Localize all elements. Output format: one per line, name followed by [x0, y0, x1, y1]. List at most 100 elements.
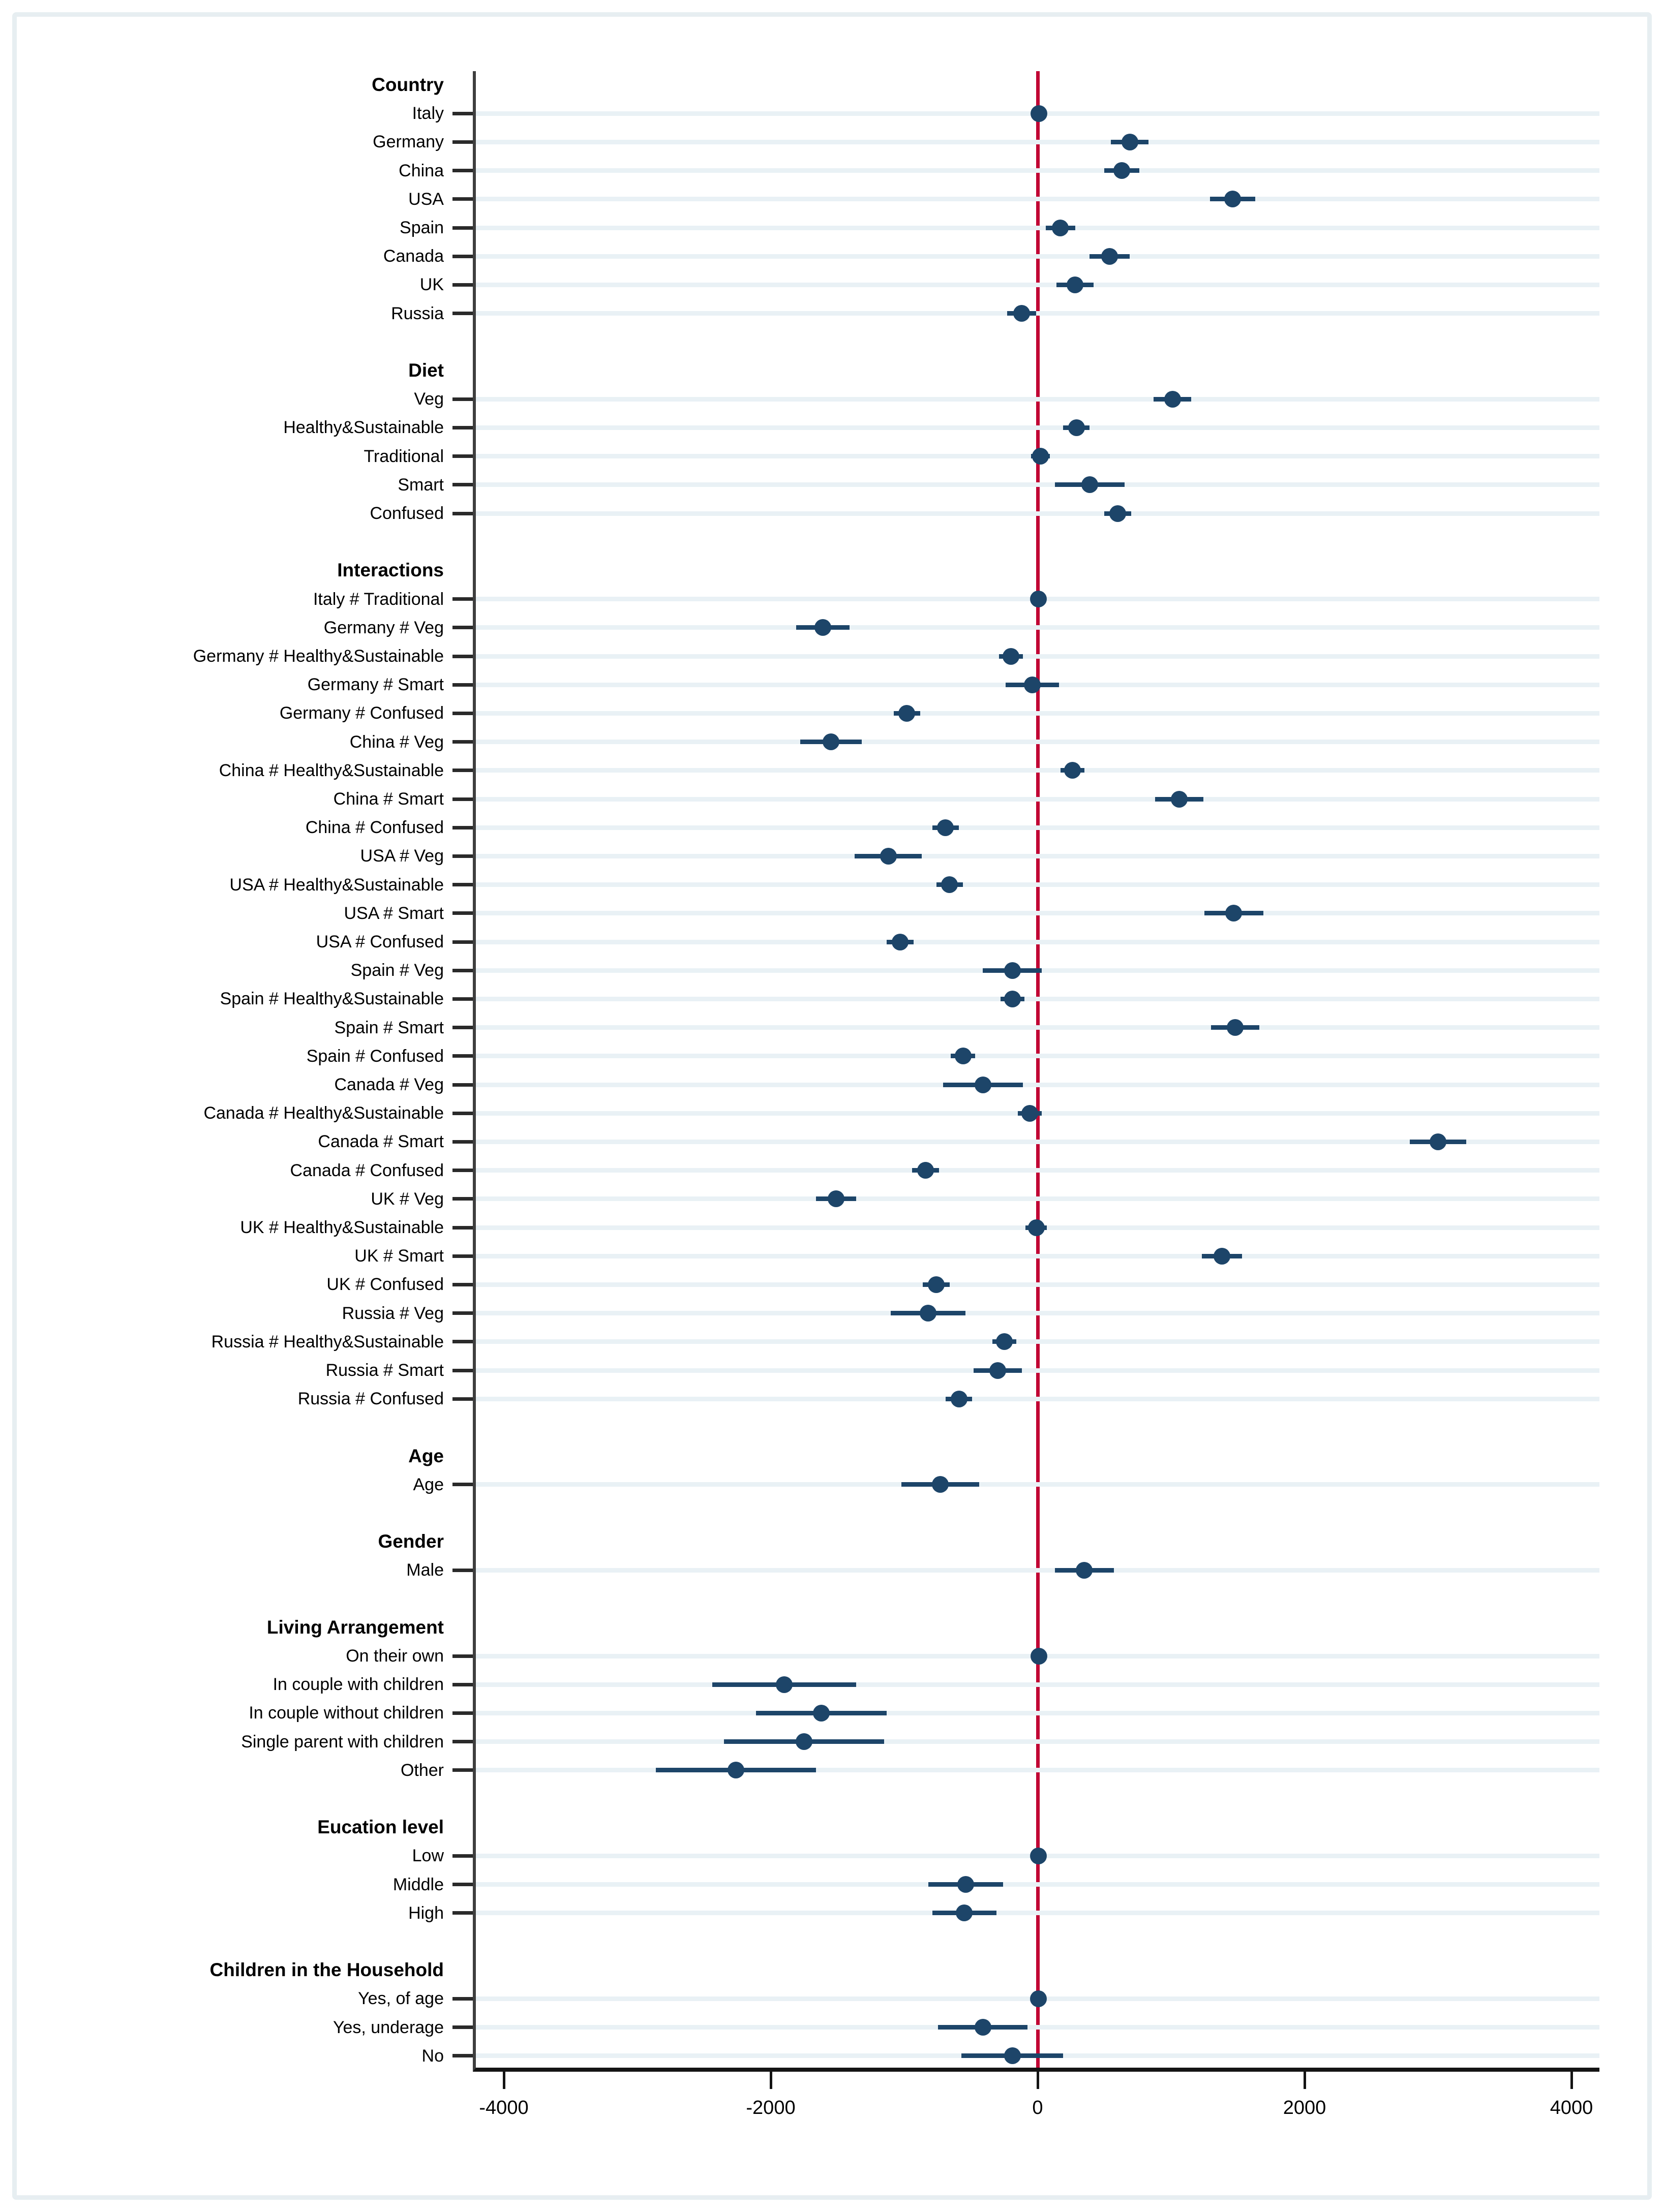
row-label: USA # Healthy&Sustainable: [229, 875, 444, 895]
coef-point: [1013, 305, 1030, 322]
x-tick-label: 0: [1032, 2097, 1043, 2118]
row-tick: [452, 1740, 473, 1744]
coef-point: [1064, 762, 1081, 779]
coef-point: [728, 1762, 745, 1779]
x-tick: [769, 2072, 772, 2089]
row-tick: [452, 1282, 473, 1286]
row-tick: [452, 1083, 473, 1087]
row-label: Yes, of age: [358, 1989, 444, 2009]
coef-point: [880, 847, 897, 865]
grid-stripe: [476, 625, 1599, 630]
row-tick: [452, 425, 473, 429]
row-label: Germany: [373, 132, 444, 152]
row-label: China # Confused: [305, 818, 444, 838]
row-label: In couple with children: [273, 1675, 444, 1695]
row-label: Canada # Smart: [318, 1132, 444, 1152]
row-label: Male: [406, 1560, 444, 1580]
row-label: Other: [400, 1760, 444, 1780]
coef-point: [828, 1190, 845, 1208]
coef-point: [1121, 133, 1138, 150]
row-tick: [452, 1996, 473, 2001]
grid-stripe: [476, 882, 1599, 887]
coef-point: [956, 1904, 973, 1922]
row-label: UK # Veg: [371, 1189, 444, 1209]
coef-point: [937, 819, 954, 836]
coef-point: [1227, 1019, 1244, 1036]
grid-stripe: [476, 740, 1599, 745]
row-label: In couple without children: [249, 1703, 444, 1723]
row-tick: [452, 397, 473, 401]
coef-point: [1030, 591, 1047, 608]
coef-point: [995, 1333, 1013, 1350]
section-header-label: Age: [408, 1445, 444, 1466]
row-tick: [452, 683, 473, 687]
row-tick: [452, 1026, 473, 1030]
row-label: On their own: [346, 1646, 444, 1666]
x-tick: [1303, 2072, 1306, 2089]
coef-point: [931, 1476, 949, 1493]
x-tick: [1036, 2072, 1039, 2089]
row-label: Russia: [391, 303, 444, 323]
coef-point: [1030, 1990, 1047, 2007]
coef-point: [1031, 1647, 1048, 1665]
coef-point: [1024, 676, 1041, 693]
grid-stripe: [476, 1339, 1599, 1344]
coef-point: [989, 1362, 1006, 1379]
row-label: High: [408, 1903, 444, 1923]
row-label: UK: [419, 275, 444, 295]
coef-point: [814, 619, 831, 636]
section-header-label: Children in the Household: [209, 1959, 444, 1981]
row-label: China # Healthy&Sustainable: [219, 760, 444, 780]
row-label: Confused: [370, 504, 444, 523]
row-label: UK # Healthy&Sustainable: [240, 1218, 444, 1237]
row-label: Russia # Confused: [297, 1389, 444, 1409]
row-tick: [452, 1568, 473, 1572]
row-tick: [452, 797, 473, 801]
x-tick-label: -2000: [746, 2097, 796, 2118]
row-tick: [452, 2025, 473, 2030]
row-tick: [452, 312, 473, 316]
row-label: Russia # Smart: [325, 1361, 444, 1380]
coef-point: [1027, 1219, 1045, 1236]
row-label: Italy # Traditional: [313, 589, 444, 609]
row-tick: [452, 1368, 473, 1372]
grid-stripe: [476, 139, 1599, 144]
grid-stripe: [476, 1739, 1599, 1744]
coef-point: [1004, 962, 1021, 979]
coef-point: [1004, 2047, 1021, 2065]
grid-stripe: [476, 1710, 1599, 1715]
row-label: Spain # Veg: [350, 961, 444, 980]
coef-point: [1224, 191, 1241, 208]
coef-point: [974, 2019, 991, 2036]
row-tick: [452, 854, 473, 858]
row-label: Italy: [412, 104, 444, 124]
row-label: Spain # Smart: [334, 1018, 444, 1037]
row-label: Healthy&Sustainable: [283, 418, 444, 438]
grid-stripe: [476, 1768, 1599, 1773]
row-label: Germany # Healthy&Sustainable: [193, 647, 444, 666]
row-label: Single parent with children: [241, 1732, 444, 1752]
coef-point: [957, 1876, 974, 1893]
row-label: China # Veg: [349, 732, 444, 752]
section-header-label: Living Arrangement: [266, 1616, 444, 1638]
coef-point: [1109, 505, 1126, 522]
row-tick: [452, 769, 473, 773]
row-tick: [452, 254, 473, 258]
coef-point: [1031, 105, 1048, 122]
coef-point: [1052, 219, 1069, 236]
grid-stripe: [476, 197, 1599, 202]
row-tick: [452, 483, 473, 487]
grid-stripe: [476, 282, 1599, 287]
row-tick: [452, 654, 473, 658]
row-tick: [452, 1254, 473, 1258]
grid-stripe: [476, 996, 1599, 1001]
row-tick: [452, 1911, 473, 1915]
grid-stripe: [476, 225, 1599, 230]
row-tick: [452, 1111, 473, 1115]
row-label: USA # Confused: [316, 932, 444, 951]
grid-stripe: [476, 396, 1599, 402]
row-tick: [452, 1169, 473, 1173]
grid-stripe: [476, 1482, 1599, 1487]
row-label: UK # Confused: [326, 1275, 444, 1295]
section-header-label: Eucation level: [317, 1817, 444, 1838]
